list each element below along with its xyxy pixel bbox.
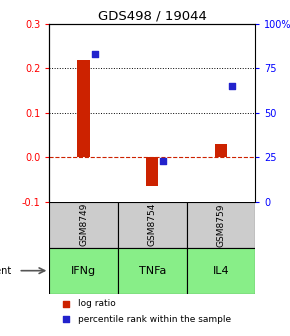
Text: agent: agent xyxy=(0,266,12,276)
Bar xyxy=(118,202,186,248)
Text: IL4: IL4 xyxy=(213,266,229,276)
Point xyxy=(93,51,97,56)
Bar xyxy=(186,202,255,248)
Text: percentile rank within the sample: percentile rank within the sample xyxy=(78,315,231,324)
Point xyxy=(230,83,234,89)
Text: GSM8754: GSM8754 xyxy=(148,203,157,247)
Text: GSM8759: GSM8759 xyxy=(216,203,225,247)
Bar xyxy=(49,248,118,294)
Bar xyxy=(77,60,90,157)
Text: log ratio: log ratio xyxy=(78,299,116,308)
Bar xyxy=(186,248,255,294)
Point xyxy=(64,317,68,322)
Title: GDS498 / 19044: GDS498 / 19044 xyxy=(98,9,207,23)
Text: GSM8749: GSM8749 xyxy=(79,203,88,247)
Point xyxy=(161,158,166,164)
Bar xyxy=(146,157,158,186)
Text: IFNg: IFNg xyxy=(71,266,96,276)
Bar xyxy=(118,248,186,294)
Bar xyxy=(215,144,227,157)
Text: TNFa: TNFa xyxy=(139,266,166,276)
Point xyxy=(64,301,68,306)
Bar xyxy=(49,202,118,248)
